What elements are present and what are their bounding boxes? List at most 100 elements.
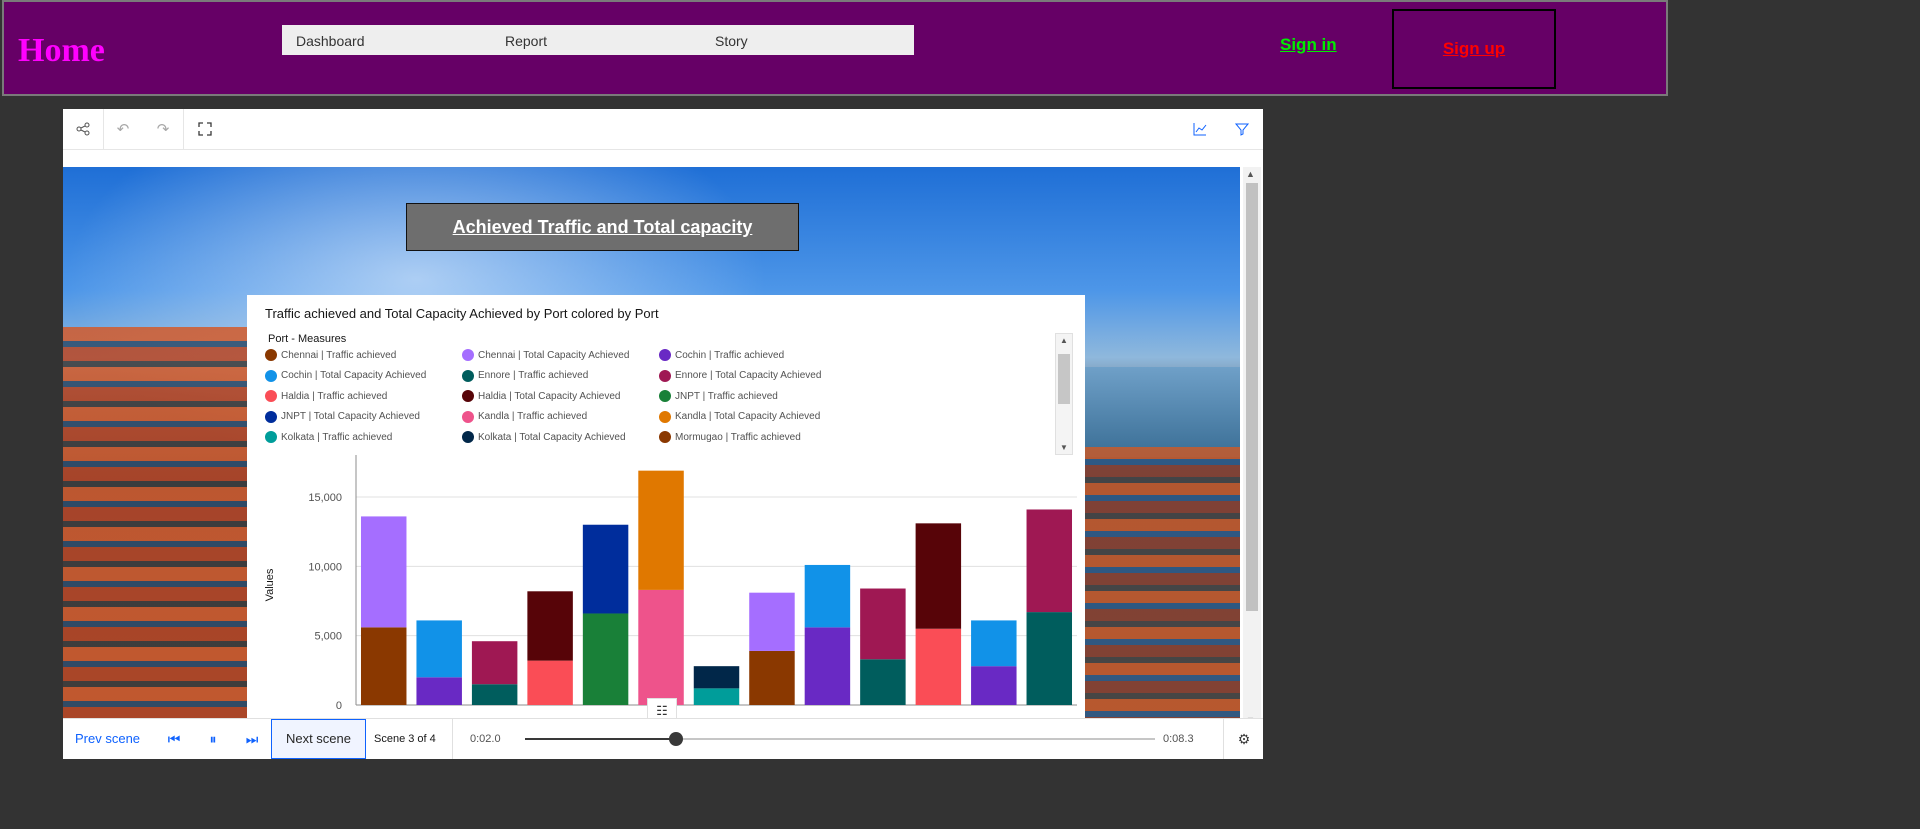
legend-swatch <box>462 431 474 443</box>
legend-item[interactable]: JNPT | Traffic achieved <box>659 390 778 402</box>
bar-total-capacity <box>805 565 850 627</box>
filter-icon[interactable] <box>1222 109 1262 149</box>
sign-up-box[interactable]: Sign up <box>1392 9 1556 89</box>
legend-label: Kolkata | Traffic achieved <box>281 432 392 443</box>
next-scene-button[interactable]: Next scene <box>271 719 366 759</box>
bar-traffic-achieved <box>527 661 572 705</box>
nav-menu: Dashboard Report Story <box>282 25 914 55</box>
nav-report[interactable]: Report <box>505 33 547 49</box>
skip-back-icon[interactable]: ⏮ <box>156 719 192 759</box>
legend-label: Kandla | Traffic achieved <box>478 411 587 422</box>
player-divider <box>452 719 453 759</box>
story-panel: ↶ ↷ Achieved Traffic and Total capacity … <box>63 109 1263 759</box>
legend-item[interactable]: Cochin | Traffic achieved <box>659 349 784 361</box>
scroll-up-icon[interactable]: ▲ <box>1246 169 1255 179</box>
legend-scrollbar[interactable]: ▲ ▼ <box>1055 333 1073 455</box>
scroll-down-icon[interactable]: ▼ <box>1060 443 1068 452</box>
bar-traffic-achieved <box>971 666 1016 705</box>
bar-total-capacity <box>749 593 794 651</box>
share-icon[interactable] <box>63 109 103 149</box>
legend-swatch <box>462 390 474 402</box>
legend-item[interactable]: Haldia | Total Capacity Achieved <box>462 390 621 402</box>
legend-title: Port - Measures <box>268 333 346 345</box>
legend-item[interactable]: Chennai | Traffic achieved <box>265 349 396 361</box>
canvas-scrollbar[interactable]: ▲ ▼ <box>1243 167 1261 727</box>
sign-up-link[interactable]: Sign up <box>1394 39 1554 59</box>
nav-story[interactable]: Story <box>715 33 748 49</box>
pause-icon[interactable]: ⏸ <box>195 719 231 759</box>
fullscreen-icon[interactable] <box>185 109 225 149</box>
slide-title: Achieved Traffic and Total capacity <box>453 217 753 238</box>
legend-label: Kolkata | Total Capacity Achieved <box>478 432 626 443</box>
legend-item[interactable]: Kolkata | Traffic achieved <box>265 431 392 443</box>
bar-total-capacity <box>638 471 683 590</box>
legend-item[interactable]: Chennai | Total Capacity Achieved <box>462 349 629 361</box>
y-tick-label: 0 <box>336 700 342 712</box>
legend-item[interactable]: Mormugao | Traffic achieved <box>659 431 801 443</box>
y-axis-label: Values <box>264 568 276 601</box>
scene-canvas: Achieved Traffic and Total capacity Traf… <box>63 167 1240 727</box>
legend-swatch <box>659 431 671 443</box>
player-divider <box>1223 719 1224 759</box>
scroll-up-icon[interactable]: ▲ <box>1060 336 1068 345</box>
bar-traffic-achieved <box>1027 612 1072 705</box>
chart-legend: Port - Measures Chennai | Traffic achiev… <box>265 333 1065 451</box>
bar-total-capacity <box>361 516 406 627</box>
bar-traffic-achieved <box>860 659 905 705</box>
scene-counter: Scene 3 of 4 <box>374 719 436 759</box>
chart-title: Traffic achieved and Total Capacity Achi… <box>265 306 659 321</box>
legend-swatch <box>462 370 474 382</box>
scene-player-bar: Prev scene ⏮ ⏸ ⏭ Next scene Scene 3 of 4… <box>63 718 1263 759</box>
legend-swatch <box>659 390 671 402</box>
insights-chart-icon[interactable] <box>1180 109 1220 149</box>
legend-item[interactable]: JNPT | Total Capacity Achieved <box>265 411 420 423</box>
legend-label: Haldia | Total Capacity Achieved <box>478 391 621 402</box>
legend-scroll-thumb[interactable] <box>1058 354 1070 404</box>
bar-traffic-achieved <box>694 688 739 705</box>
nav-dashboard[interactable]: Dashboard <box>296 33 365 49</box>
legend-item[interactable]: Kandla | Traffic achieved <box>462 411 587 423</box>
bar-total-capacity <box>916 523 961 628</box>
bar-total-capacity <box>694 666 739 688</box>
bar-traffic-achieved <box>583 613 628 705</box>
settings-gear-icon[interactable]: ⚙ <box>1226 719 1262 759</box>
legend-swatch <box>462 411 474 423</box>
sign-in-link[interactable]: Sign in <box>1280 35 1337 55</box>
timeline-progress <box>525 738 676 740</box>
total-time: 0:08.3 <box>1163 719 1194 759</box>
bar-traffic-achieved <box>416 677 461 705</box>
legend-label: Kandla | Total Capacity Achieved <box>675 411 820 422</box>
legend-label: Cochin | Traffic achieved <box>675 350 784 361</box>
chart-card[interactable]: Traffic achieved and Total Capacity Achi… <box>247 295 1085 727</box>
legend-item[interactable]: Ennore | Total Capacity Achieved <box>659 370 821 382</box>
legend-item[interactable]: Kandla | Total Capacity Achieved <box>659 411 820 423</box>
top-nav-bar: Home Dashboard Report Story Sign in Sign… <box>2 0 1668 96</box>
timeline-track[interactable] <box>525 738 1155 740</box>
legend-swatch <box>659 411 671 423</box>
sea-background-image <box>1083 367 1240 457</box>
legend-swatch <box>265 370 277 382</box>
slide-title-box[interactable]: Achieved Traffic and Total capacity <box>406 203 799 251</box>
y-tick-label: 5,000 <box>314 631 342 643</box>
prev-scene-button[interactable]: Prev scene <box>75 719 140 759</box>
legend-label: Ennore | Total Capacity Achieved <box>675 370 821 381</box>
legend-item[interactable]: Cochin | Total Capacity Achieved <box>265 370 426 382</box>
canvas-scroll-thumb[interactable] <box>1246 183 1258 611</box>
redo-icon[interactable]: ↷ <box>143 109 183 149</box>
port-background-image <box>63 327 248 727</box>
legend-swatch <box>659 370 671 382</box>
skip-forward-icon[interactable]: ⏭ <box>234 719 270 759</box>
legend-label: Cochin | Total Capacity Achieved <box>281 370 426 381</box>
undo-icon[interactable]: ↶ <box>103 109 143 149</box>
bar-total-capacity <box>1027 509 1072 612</box>
legend-label: Ennore | Traffic achieved <box>478 370 588 381</box>
legend-label: JNPT | Total Capacity Achieved <box>281 411 420 422</box>
bar-total-capacity <box>527 591 572 660</box>
legend-item[interactable]: Ennore | Traffic achieved <box>462 370 588 382</box>
home-link[interactable]: Home <box>18 32 105 70</box>
y-tick-label: 15,000 <box>308 492 342 504</box>
current-time: 0:02.0 <box>470 719 501 759</box>
timeline-knob[interactable] <box>669 732 683 746</box>
legend-item[interactable]: Kolkata | Total Capacity Achieved <box>462 431 626 443</box>
legend-item[interactable]: Haldia | Traffic achieved <box>265 390 387 402</box>
